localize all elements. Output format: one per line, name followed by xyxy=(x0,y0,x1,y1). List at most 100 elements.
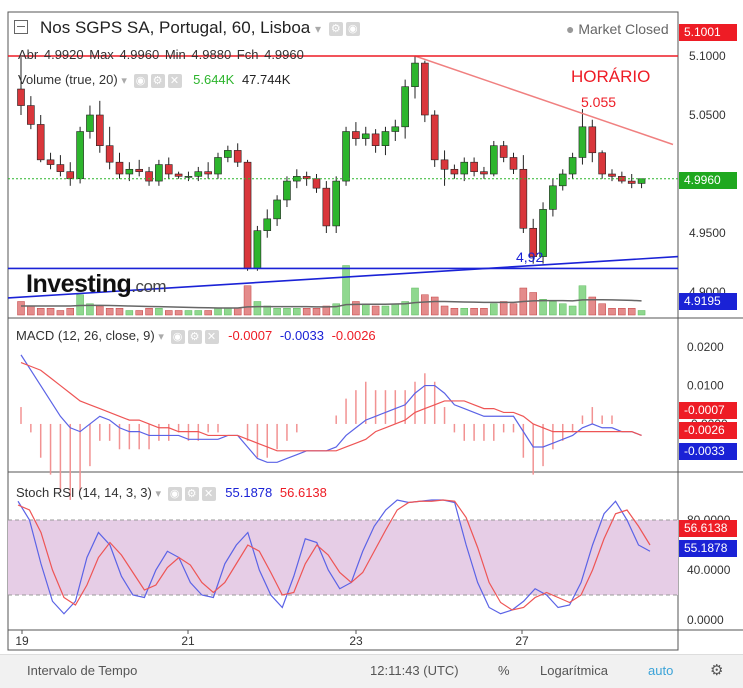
percent-toggle[interactable]: % xyxy=(498,663,510,678)
candle xyxy=(421,62,429,116)
clock-readout[interactable]: 12:11:43 (UTC) xyxy=(370,663,459,678)
volume-bar xyxy=(460,308,468,316)
candle xyxy=(598,152,606,175)
candle xyxy=(36,124,45,161)
log-toggle[interactable]: Logarítmica xyxy=(540,663,608,678)
volume-bar xyxy=(440,305,449,316)
investing-logo: Investing.com xyxy=(26,270,167,298)
volume-value: 5.644K xyxy=(193,72,235,87)
volume-bar xyxy=(204,310,212,316)
close-icon[interactable]: ✕ xyxy=(204,329,219,344)
volume-bar xyxy=(194,310,203,316)
volume-bar xyxy=(214,308,222,316)
macd-legend[interactable]: MACD (12, 26, close, 9) ▾ ◉ ⚙ ✕ -0.0007 -0… xyxy=(16,328,376,344)
stoch-rsi-pane xyxy=(8,499,678,615)
horario-annotation: HORÁRIO xyxy=(571,67,651,86)
candle xyxy=(568,157,577,175)
candle xyxy=(470,161,478,172)
volume-ma-line xyxy=(21,298,642,309)
chevron-down-icon[interactable]: ▾ xyxy=(315,22,322,36)
volume-bar xyxy=(499,301,508,316)
candle xyxy=(519,168,528,229)
volume-bar xyxy=(135,310,143,316)
eye-icon[interactable]: ◉ xyxy=(167,486,182,501)
collapse-icon[interactable] xyxy=(14,20,28,34)
macd-line xyxy=(20,354,642,463)
auto-toggle[interactable]: auto xyxy=(648,663,674,678)
settings-icon[interactable]: ⚙ xyxy=(150,73,165,88)
candle xyxy=(627,180,636,184)
eye-icon[interactable]: ◉ xyxy=(170,329,185,344)
stoch-tag: 56.6138 xyxy=(679,520,737,537)
candle xyxy=(371,133,380,146)
volume-legend[interactable]: Volume (true, 20) ▾ ◉ ⚙ ✕ 5.644K 47.744K xyxy=(18,72,291,88)
candle xyxy=(184,176,193,178)
macd-tick-label: 0.0100 xyxy=(687,379,724,393)
volume-bar xyxy=(637,310,646,316)
volume-bar xyxy=(322,305,331,316)
candle xyxy=(135,168,143,172)
volume-bar xyxy=(598,303,606,316)
volume-bar xyxy=(509,303,518,316)
volume-bar xyxy=(86,303,94,316)
volume-bar xyxy=(480,308,488,316)
candle xyxy=(578,126,587,158)
interval-button[interactable]: Intervalo de Tempo xyxy=(27,663,138,678)
volume-bar xyxy=(539,299,547,316)
candle xyxy=(115,161,124,175)
volume-bar xyxy=(96,305,104,316)
volume-bar xyxy=(618,308,626,316)
candle xyxy=(273,199,281,220)
close-icon[interactable]: ✕ xyxy=(201,486,216,501)
volume-bar xyxy=(342,265,350,316)
volume-bar xyxy=(105,308,114,316)
eye-icon[interactable]: ◉ xyxy=(133,73,148,88)
macd-pane xyxy=(20,354,642,500)
volume-bar xyxy=(224,308,232,316)
candle xyxy=(549,185,557,210)
candle xyxy=(489,145,498,175)
volume-bar xyxy=(332,303,340,316)
candle xyxy=(214,157,222,175)
stoch-legend[interactable]: Stoch RSI (14, 14, 3, 3) ▾ ◉ ⚙ ✕ 55.1878 5… xyxy=(16,485,327,501)
candle xyxy=(76,131,84,180)
volume-bar xyxy=(430,296,439,316)
volume-bar xyxy=(302,308,311,316)
candle xyxy=(263,218,272,231)
settings-icon[interactable]: ⚙ xyxy=(184,486,199,501)
macd-tag: -0.0033 xyxy=(679,443,737,460)
candle xyxy=(164,164,173,175)
settings-icon[interactable]: ⚙ xyxy=(187,329,202,344)
candle xyxy=(391,126,400,132)
volume-bar xyxy=(450,308,459,316)
visibility-icon[interactable]: ◉ xyxy=(345,21,360,36)
candle xyxy=(105,145,114,163)
price-tick-label: 4.9500 xyxy=(689,226,726,240)
volume-bar xyxy=(352,301,360,316)
candle xyxy=(253,230,262,269)
chevron-down-icon[interactable]: ▾ xyxy=(158,331,164,343)
volume-bar xyxy=(559,303,567,316)
stoch-k-value: 55.1878 xyxy=(225,485,273,500)
volume-bar xyxy=(27,305,35,316)
volume-bar xyxy=(421,294,429,316)
candle xyxy=(361,133,370,139)
volume-bar xyxy=(490,303,498,316)
symbol-title[interactable]: Nos SGPS SA, Portugal, 60, Lisboa ▾ ⚙ ◉ xyxy=(40,18,360,38)
volume-bar xyxy=(411,287,419,316)
settings-icon[interactable]: ⚙ xyxy=(328,21,343,36)
candle xyxy=(312,178,321,189)
chevron-down-icon[interactable]: ▾ xyxy=(121,75,127,87)
volume-bar xyxy=(608,308,616,316)
volume-bar xyxy=(312,308,321,316)
candle xyxy=(480,171,488,175)
close-icon[interactable]: ✕ xyxy=(167,73,182,88)
candle xyxy=(243,161,252,269)
candle xyxy=(450,168,459,175)
gear-icon[interactable]: ⚙ xyxy=(710,662,724,679)
volume-bar xyxy=(362,303,370,316)
volume-bar xyxy=(273,308,281,316)
candle xyxy=(460,161,469,175)
chevron-down-icon[interactable]: ▾ xyxy=(155,488,162,500)
